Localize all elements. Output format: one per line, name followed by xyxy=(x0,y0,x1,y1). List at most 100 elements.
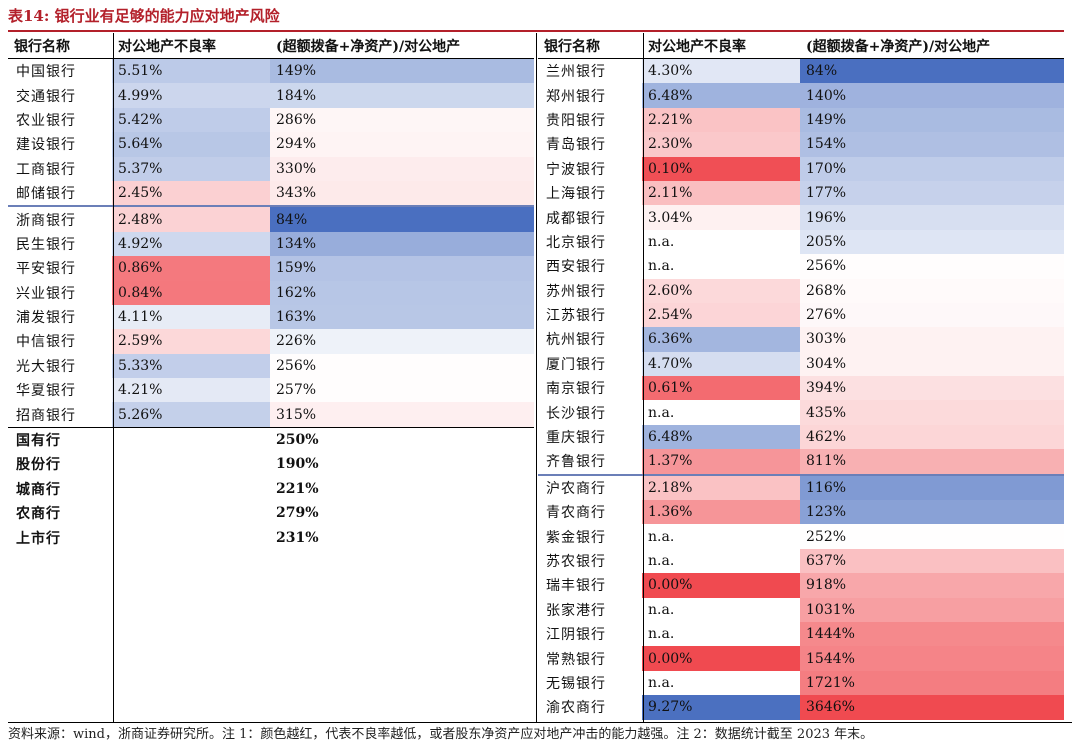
bank-name-cell: 张家港行 xyxy=(546,602,606,619)
bank-name-cell: 长沙银行 xyxy=(546,405,606,422)
table-row: 杭州银行 6.36% 303% xyxy=(538,327,1064,352)
summary-npl-cell xyxy=(112,525,270,549)
bank-name-cell: 建设银行 xyxy=(16,137,76,154)
npl-rate-cell: 5.51% xyxy=(112,58,270,84)
coverage-ratio-cell: 304% xyxy=(800,351,1064,377)
npl-rate-cell: 9.27% xyxy=(642,695,800,720)
right-table: 银行名称 对公地产不良率 (超额拨备+净资产)/对公地产 兰州银行 4.30% 84… xyxy=(538,33,1064,720)
summary-ratio-cell: 221% xyxy=(276,480,319,497)
coverage-ratio-cell: 134% xyxy=(270,231,534,257)
bank-name-cell: 北京银行 xyxy=(546,234,606,251)
coverage-ratio-cell: 196% xyxy=(800,205,1064,230)
npl-rate-cell: 2.59% xyxy=(112,329,270,354)
summary-group-name: 农商行 xyxy=(16,506,61,523)
coverage-ratio-cell: 462% xyxy=(800,424,1064,450)
npl-rate-cell: 2.45% xyxy=(112,180,270,207)
column-divider xyxy=(801,33,802,722)
npl-rate-cell: 4.21% xyxy=(112,378,270,403)
coverage-ratio-cell: 184% xyxy=(270,83,534,108)
coverage-ratio-cell: 162% xyxy=(270,280,534,305)
npl-rate-cell: 0.61% xyxy=(642,376,800,401)
coverage-ratio-cell: 637% xyxy=(800,548,1064,574)
npl-rate-cell: 1.36% xyxy=(642,500,800,525)
npl-rate-cell: n.a. xyxy=(648,601,675,618)
bank-name-cell: 重庆银行 xyxy=(546,430,606,447)
npl-rate-cell: 2.21% xyxy=(642,107,800,133)
npl-rate-cell: 6.48% xyxy=(642,424,800,450)
table-row: 厦门银行 4.70% 304% xyxy=(538,351,1064,377)
table-row: 北京银行 n.a. 205% xyxy=(538,229,1064,255)
coverage-ratio-cell: 256% xyxy=(270,353,534,379)
column-divider xyxy=(642,33,644,722)
npl-rate-cell: 2.48% xyxy=(112,205,270,232)
bank-name-cell: 中国银行 xyxy=(16,64,76,81)
coverage-ratio-cell: 330% xyxy=(270,156,534,181)
table-row: 苏农银行 n.a. 637% xyxy=(538,548,1064,574)
coverage-ratio-cell: 1031% xyxy=(800,597,1064,622)
source-note: 资料来源：wind，浙商证券研究所。注 1：颜色越红，代表不良率越低，或者股东净… xyxy=(8,722,1072,747)
npl-rate-cell: 6.36% xyxy=(642,327,800,352)
npl-rate-cell: 2.54% xyxy=(642,302,800,328)
table-row: 沪农商行 2.18% 116% xyxy=(538,473,1064,501)
table-title: 表14: 银行业有足够的能力应对地产风险 xyxy=(8,7,280,25)
npl-rate-cell: n.a. xyxy=(648,626,675,643)
npl-rate-cell: 0.10% xyxy=(642,156,800,181)
table-row: 青岛银行 2.30% 154% xyxy=(538,132,1064,157)
npl-rate-cell: 4.70% xyxy=(642,351,800,377)
header-coverage-ratio: (超额拨备+净资产)/对公地产 xyxy=(800,33,1064,59)
npl-rate-cell: n.a. xyxy=(648,674,675,691)
npl-rate-cell: 5.64% xyxy=(112,132,270,157)
table-row: 青农商行 1.36% 123% xyxy=(538,500,1064,525)
bank-name-cell: 紫金银行 xyxy=(546,529,606,546)
coverage-ratio-cell: 1544% xyxy=(800,646,1064,671)
bank-name-cell: 青岛银行 xyxy=(546,137,606,154)
bank-name-cell: 苏农银行 xyxy=(546,554,606,570)
coverage-ratio-cell: 205% xyxy=(800,229,1064,255)
npl-rate-cell: n.a. xyxy=(648,528,675,545)
bank-name-cell: 浦发银行 xyxy=(16,310,76,327)
coverage-ratio-cell: 226% xyxy=(270,329,534,354)
table-row: 常熟银行 0.00% 1544% xyxy=(538,646,1064,671)
npl-rate-cell: 0.86% xyxy=(112,256,270,281)
table-row: 上海银行 2.11% 177% xyxy=(538,180,1064,206)
table-row: 民生银行 4.92% 134% xyxy=(8,231,534,257)
table-row: 张家港行 n.a. 1031% xyxy=(538,597,1064,622)
table-row: 平安银行 0.86% 159% xyxy=(8,256,534,281)
npl-rate-cell: 0.00% xyxy=(642,573,800,598)
coverage-ratio-cell: 123% xyxy=(800,500,1064,525)
bank-name-cell: 青农商行 xyxy=(546,505,606,522)
summary-group-name: 城商行 xyxy=(16,481,61,498)
coverage-ratio-cell: 170% xyxy=(800,156,1064,181)
table-row: 郑州银行 6.48% 140% xyxy=(538,83,1064,108)
coverage-ratio-cell: 159% xyxy=(270,256,534,281)
npl-rate-cell: n.a. xyxy=(648,404,675,421)
bank-name-cell: 工商银行 xyxy=(16,161,76,178)
table-row: 中国银行 5.51% 149% xyxy=(8,58,534,84)
table-row: 齐鲁银行 1.37% 811% xyxy=(538,449,1064,475)
summary-group-name: 上市行 xyxy=(16,530,61,547)
table-row: 南京银行 0.61% 394% xyxy=(538,376,1064,401)
bank-name-cell: 兴业银行 xyxy=(16,285,76,302)
table-row: 中信银行 2.59% 226% xyxy=(8,329,534,354)
summary-row: 股份行 190% xyxy=(8,452,534,476)
summary-row: 农商行 279% xyxy=(8,501,534,525)
table-row: 农业银行 5.42% 286% xyxy=(8,107,534,133)
bank-name-cell: 华夏银行 xyxy=(16,383,76,400)
coverage-ratio-cell: 276% xyxy=(800,302,1064,328)
table-row: 贵阳银行 2.21% 149% xyxy=(538,107,1064,133)
column-divider xyxy=(271,33,272,722)
npl-rate-cell: 4.92% xyxy=(112,231,270,257)
summary-ratio-cell: 250% xyxy=(270,426,534,453)
coverage-ratio-cell: 84% xyxy=(270,205,534,232)
bank-name-cell: 民生银行 xyxy=(16,236,76,253)
coverage-ratio-cell: 154% xyxy=(800,132,1064,157)
left-table: 银行名称 对公地产不良率 (超额拨备+净资产)/对公地产 中国银行 5.51% 14… xyxy=(8,33,534,550)
coverage-ratio-cell: 116% xyxy=(800,473,1064,501)
coverage-ratio-cell: 256% xyxy=(800,254,1064,279)
column-divider xyxy=(112,33,114,722)
bank-name-cell: 浙商银行 xyxy=(8,205,112,232)
summary-row: 上市行 231% xyxy=(8,525,534,549)
coverage-ratio-cell: 394% xyxy=(800,376,1064,401)
npl-rate-cell: 2.30% xyxy=(642,132,800,157)
coverage-ratio-cell: 252% xyxy=(800,524,1064,549)
